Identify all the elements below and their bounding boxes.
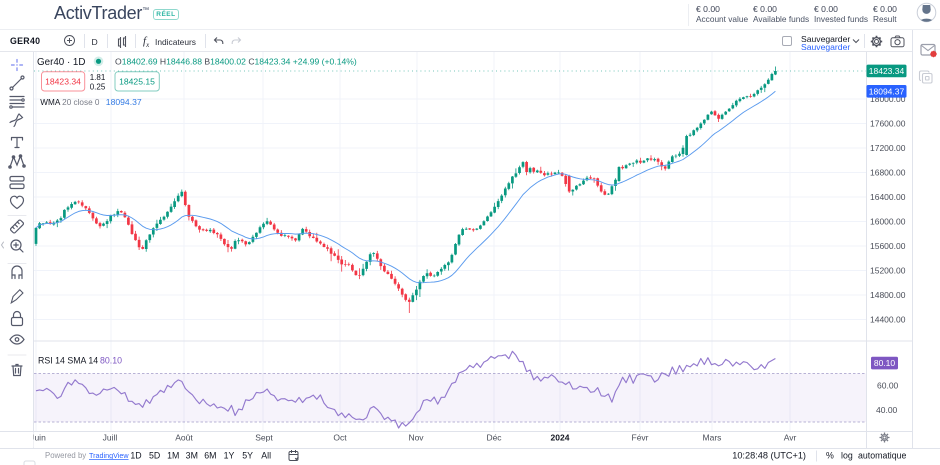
svg-text:60.00: 60.00 <box>877 381 899 391</box>
svg-text:WMA 20 close 0: WMA 20 close 0 <box>40 98 100 107</box>
svg-text:automatique: automatique <box>858 451 907 461</box>
svg-text:18094.37: 18094.37 <box>106 97 142 107</box>
svg-text:log: log <box>841 451 853 461</box>
svg-text:%: % <box>826 451 834 461</box>
svg-text:Powered by: Powered by <box>45 451 86 460</box>
svg-text:Nov: Nov <box>408 433 424 443</box>
svg-text:40.00: 40.00 <box>876 405 898 415</box>
svg-text:16000.00: 16000.00 <box>870 217 906 227</box>
svg-text:All: All <box>261 451 271 461</box>
svg-text:18423.34: 18423.34 <box>45 77 81 87</box>
svg-text:14400.00: 14400.00 <box>870 315 906 325</box>
svg-text:Sept: Sept <box>255 433 273 443</box>
svg-text:Août: Août <box>175 433 193 443</box>
svg-text:14800.00: 14800.00 <box>870 290 906 300</box>
svg-text:80.10: 80.10 <box>874 358 896 368</box>
svg-text:Févr: Févr <box>632 433 649 443</box>
svg-text:16800.00: 16800.00 <box>870 168 906 178</box>
svg-text:Mars: Mars <box>703 433 722 443</box>
svg-text:15200.00: 15200.00 <box>870 266 906 276</box>
svg-text:Avr: Avr <box>784 433 797 443</box>
svg-text:16400.00: 16400.00 <box>870 192 906 202</box>
svg-text:18000.00: 18000.00 <box>870 94 906 104</box>
svg-text:Déc: Déc <box>486 433 502 443</box>
svg-text:17200.00: 17200.00 <box>870 143 906 153</box>
svg-text:5D: 5D <box>149 451 160 461</box>
svg-text:18094.37: 18094.37 <box>869 86 905 96</box>
svg-text:1D: 1D <box>130 451 141 461</box>
svg-text:6M: 6M <box>204 451 216 461</box>
svg-text:15600.00: 15600.00 <box>870 241 906 251</box>
svg-text:Oct: Oct <box>333 433 347 443</box>
svg-text:TradingView: TradingView <box>89 451 129 460</box>
svg-text:17600.00: 17600.00 <box>870 119 906 129</box>
svg-text:Ger40 · 1D: Ger40 · 1D <box>37 57 85 68</box>
svg-text:18425.15: 18425.15 <box>119 77 155 87</box>
svg-text:Juin: Juin <box>30 433 46 443</box>
svg-text:18423.34: 18423.34 <box>869 66 905 76</box>
svg-text:0.25: 0.25 <box>90 83 106 92</box>
svg-text:O18402.69 H18446.88 B18400.02: O18402.69 H18446.88 B18400.02 C18423.34 … <box>115 57 357 67</box>
svg-text:1.81: 1.81 <box>90 73 106 82</box>
svg-text:10:28:48 (UTC+1): 10:28:48 (UTC+1) <box>732 451 806 461</box>
svg-text:80.10: 80.10 <box>100 356 122 366</box>
svg-text:2024: 2024 <box>551 433 570 443</box>
svg-text:3M: 3M <box>186 451 198 461</box>
svg-text:1M: 1M <box>167 451 179 461</box>
svg-text:Juill: Juill <box>103 433 118 443</box>
svg-text:RSI 14 SMA 14: RSI 14 SMA 14 <box>38 356 98 366</box>
svg-text:5Y: 5Y <box>242 451 253 461</box>
svg-text:1Y: 1Y <box>224 451 235 461</box>
